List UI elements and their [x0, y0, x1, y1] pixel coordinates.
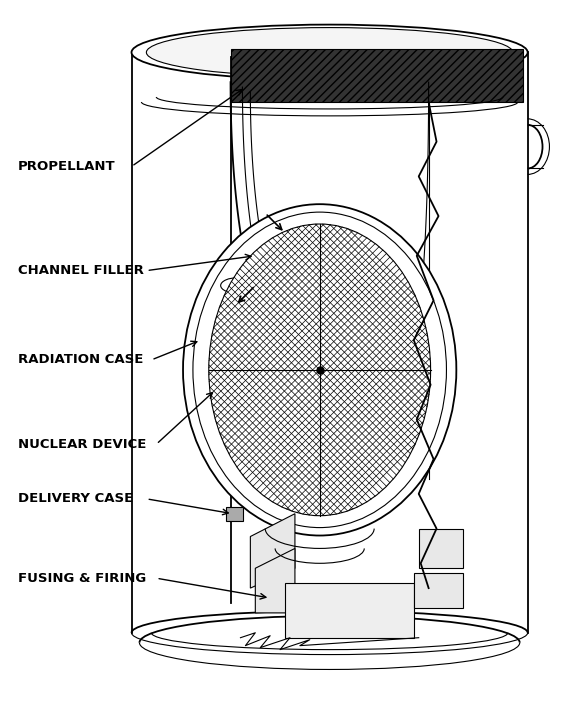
Bar — [414, 574, 463, 608]
Bar — [419, 529, 463, 568]
Text: RADIATION CASE: RADIATION CASE — [18, 353, 143, 366]
Text: NUCLEAR DEVICE: NUCLEAR DEVICE — [18, 438, 146, 451]
Text: DELIVERY CASE: DELIVERY CASE — [18, 492, 133, 505]
Ellipse shape — [147, 27, 513, 77]
Text: FUSING & FIRING: FUSING & FIRING — [18, 571, 146, 585]
Bar — [229, 298, 239, 310]
Ellipse shape — [209, 224, 431, 516]
Text: CHANNEL FILLER: CHANNEL FILLER — [18, 264, 144, 277]
Polygon shape — [231, 49, 523, 102]
Ellipse shape — [132, 25, 528, 80]
Polygon shape — [250, 514, 295, 588]
Bar — [285, 583, 414, 637]
Text: PROPELLANT: PROPELLANT — [18, 160, 115, 173]
Polygon shape — [255, 548, 295, 613]
Bar — [225, 507, 243, 521]
Ellipse shape — [183, 204, 457, 536]
Ellipse shape — [193, 212, 446, 528]
